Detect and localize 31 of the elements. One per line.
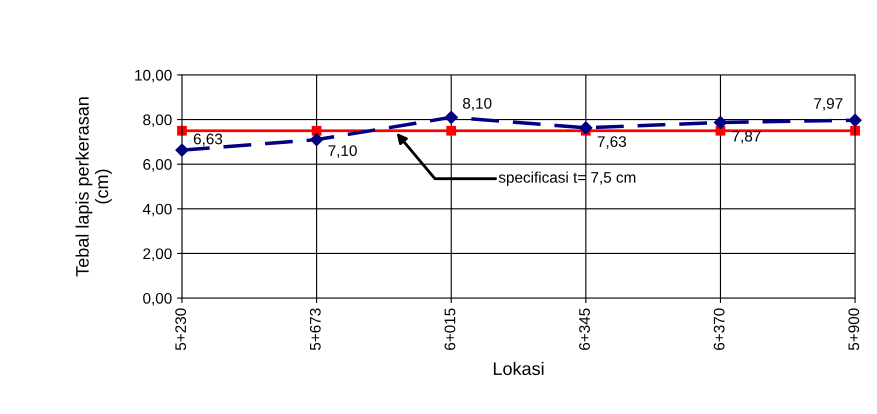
point <box>446 126 456 136</box>
data-label: 7,97 <box>814 98 842 111</box>
x-tick-label: 6+015 <box>444 308 456 350</box>
x-axis-title: Lokasi <box>494 362 544 376</box>
y-tick-label: 4,00 <box>142 204 172 216</box>
y-tick-label: 0,00 <box>143 292 172 306</box>
y-tick-label: 8,00 <box>143 114 172 128</box>
point <box>312 126 322 136</box>
x-tick-label: 6+345 <box>579 308 590 350</box>
point <box>175 144 189 157</box>
data-label: 7,10 <box>328 145 357 158</box>
annotation: specificasi t= 7,5 cm <box>498 172 636 186</box>
point <box>310 133 324 146</box>
x-tick-label: 6+370 <box>714 308 725 350</box>
x-tick-label: 5+673 <box>310 308 321 350</box>
data-label: 7,63 <box>598 136 626 149</box>
y-axis-title: Tebal lapis perkerasan (cm) <box>76 97 112 276</box>
x-tick-label: 5+230 <box>175 308 186 350</box>
y-tick-label: 2,00 <box>143 248 172 261</box>
data-label: 7,87 <box>732 130 761 144</box>
point <box>444 110 458 124</box>
point <box>848 114 862 127</box>
point <box>714 116 728 130</box>
point <box>177 126 187 136</box>
x-tick-label: 5+900 <box>848 308 860 350</box>
point <box>579 121 592 134</box>
data-label: 6,63 <box>194 134 222 146</box>
y-tick-label: 6,00 <box>143 159 172 172</box>
y-tick-label: 10,00 <box>135 70 172 82</box>
data-label: 8,10 <box>462 98 492 111</box>
point <box>850 126 860 136</box>
